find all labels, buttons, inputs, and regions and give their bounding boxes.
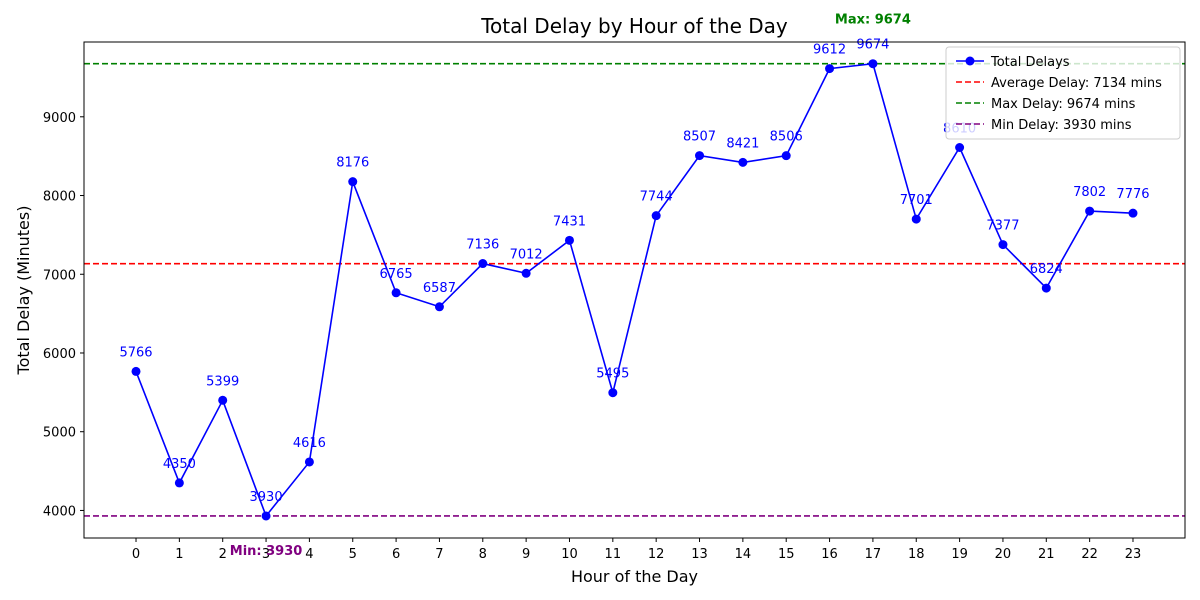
x-tick-label: 1	[175, 547, 183, 562]
series-line	[135, 62, 1134, 518]
x-tick-label: 6	[392, 547, 400, 562]
data-point	[1128, 208, 1138, 218]
data-point	[911, 214, 921, 224]
x-tick-label: 15	[778, 547, 795, 562]
data-point	[478, 259, 488, 269]
data-label: 4350	[163, 457, 196, 472]
data-point	[564, 235, 574, 245]
x-tick-label: 16	[821, 547, 838, 562]
data-label: 8506	[770, 130, 803, 145]
data-point	[825, 64, 835, 74]
x-tick-label: 10	[561, 547, 578, 562]
data-label: 8507	[683, 130, 716, 145]
y-tick-label: 7000	[43, 268, 76, 283]
data-label: 7744	[640, 190, 673, 205]
data-point	[738, 157, 748, 167]
y-tick-label: 4000	[43, 504, 76, 519]
x-tick-label: 9	[522, 547, 530, 562]
x-tick-label: 5	[349, 547, 357, 562]
x-tick-label: 18	[908, 547, 925, 562]
data-label: 6765	[380, 267, 413, 282]
data-label: 7431	[553, 214, 586, 229]
data-label: 5495	[596, 367, 629, 382]
x-tick-label: 22	[1081, 547, 1098, 562]
data-label: 7377	[986, 219, 1019, 234]
data-label: 7701	[900, 193, 933, 208]
data-point	[868, 59, 878, 69]
y-tick-label: 5000	[43, 426, 76, 441]
x-tick-label: 13	[691, 547, 708, 562]
x-tick-label: 7	[435, 547, 443, 562]
x-tick-label: 19	[951, 547, 968, 562]
data-point	[218, 395, 228, 405]
data-point	[131, 366, 141, 376]
data-point	[651, 211, 661, 221]
data-point	[1085, 206, 1095, 216]
annotation-label: Max: 9674	[835, 13, 911, 28]
data-label: 7136	[466, 238, 499, 253]
data-point	[304, 457, 314, 467]
y-axis-title: Total Delay (Minutes)	[14, 206, 33, 376]
data-point	[261, 511, 271, 521]
legend-label: Total Delays	[990, 55, 1070, 70]
data-label: 7776	[1116, 187, 1149, 202]
chart-title: Total Delay by Hour of the Day	[480, 14, 788, 38]
data-label: 7012	[510, 247, 543, 262]
x-tick-label: 2	[219, 547, 227, 562]
data-label: 9674	[856, 38, 889, 53]
legend-box	[945, 46, 1181, 140]
legend-label: Average Delay: 7134 mins	[991, 76, 1162, 91]
data-point	[391, 288, 401, 298]
annotations: Max: 9674 Min: 3930	[230, 13, 911, 559]
y-tick-label: 9000	[43, 111, 76, 126]
x-tick-label: 3	[262, 547, 270, 562]
data-labels: 5766 4350 5399 3930 4616 8176 6765 6587 7136 7012…	[119, 38, 1149, 505]
data-label: 8421	[726, 136, 759, 151]
data-label: 9612	[813, 43, 846, 58]
data-label: 4616	[293, 436, 326, 451]
x-tick-label: 4	[305, 547, 313, 562]
data-point	[521, 268, 531, 278]
x-tick-label: 23	[1125, 547, 1142, 562]
legend-label: Max Delay: 9674 mins	[991, 97, 1136, 112]
data-point	[781, 151, 791, 161]
x-tick-label: 14	[735, 547, 752, 562]
plot-frame	[83, 41, 1186, 539]
x-tick-label: 12	[648, 547, 665, 562]
data-label: 6824	[1030, 262, 1063, 277]
series-layer	[131, 59, 1138, 521]
x-tick-label: 11	[605, 547, 622, 562]
data-label: 5399	[206, 374, 239, 389]
data-point	[955, 142, 965, 152]
data-point	[695, 151, 705, 161]
legend-marker	[965, 56, 975, 66]
data-point	[998, 240, 1008, 250]
y-tick-label: 6000	[43, 347, 76, 362]
x-tick-label: 20	[995, 547, 1012, 562]
data-label: 3930	[250, 490, 283, 505]
x-tick-label: 0	[132, 547, 140, 562]
x-tick-label: 17	[865, 547, 882, 562]
data-label: 7802	[1073, 185, 1106, 200]
x-axis-title: Hour of the Day	[571, 567, 698, 586]
data-label: 8176	[336, 156, 369, 171]
x-tick-label: 8	[479, 547, 487, 562]
data-point	[608, 388, 618, 398]
data-point	[348, 177, 358, 187]
legend-label: Min Delay: 3930 mins	[991, 118, 1132, 133]
data-point	[434, 302, 444, 312]
legend: Total Delays Average Delay: 7134 mins Max …	[945, 46, 1181, 140]
x-axis-ticks: 0 1 2 3 4 5 6 7 8 9 10 11 12 13 14 15 16 17 18 19 20 21 22 23	[132, 538, 1141, 562]
annotation-label: Min: 3930	[230, 544, 303, 559]
x-tick-label: 21	[1038, 547, 1055, 562]
data-point	[174, 478, 184, 488]
y-tick-label: 8000	[43, 190, 76, 205]
data-label: 5766	[119, 345, 152, 360]
y-axis-ticks: 4000 5000 6000 7000 8000 9000	[43, 111, 84, 519]
data-point	[1041, 283, 1051, 293]
data-label: 6587	[423, 281, 456, 296]
